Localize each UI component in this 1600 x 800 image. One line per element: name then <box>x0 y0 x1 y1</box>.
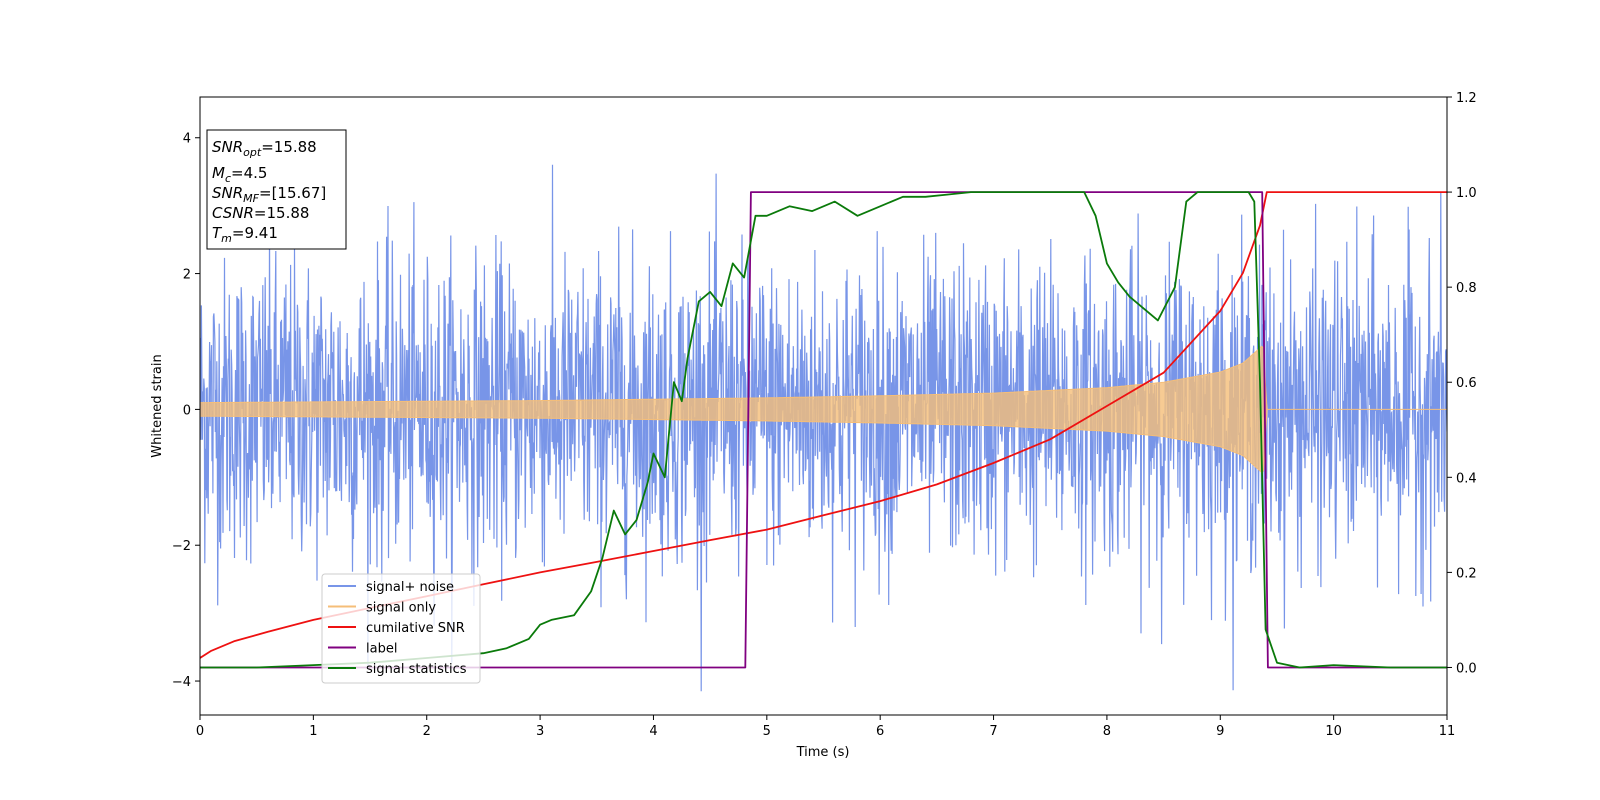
legend-label-signal-statistics: signal statistics <box>366 662 467 677</box>
y-tick-label: 4 <box>183 132 191 147</box>
x-tick-label: 3 <box>536 724 544 739</box>
legend-label-label: label <box>366 642 397 657</box>
legend-label-signal-noise: signal+ noise <box>366 580 454 595</box>
y-tick-label: −2 <box>172 539 191 554</box>
info-snr-mf: SNRMF=[15.67] <box>212 184 326 205</box>
info-box: SNRopt=15.88 Mc=4.5 SNRMF=[15.67] CSNR=1… <box>206 129 347 250</box>
y2-tick-label: 0.8 <box>1456 281 1477 296</box>
plot-frame <box>199 96 1448 716</box>
y2-tick-label: 0.6 <box>1456 376 1477 391</box>
series-cumilative-snr <box>200 191 1447 659</box>
y2-tick-label: 0.4 <box>1456 471 1477 486</box>
x-tick-label: 6 <box>876 724 884 739</box>
y-axis-label: Whitened strain <box>150 354 165 457</box>
x-tick-label: 11 <box>1439 724 1456 739</box>
series-layer <box>200 164 1447 692</box>
info-mc: Mc=4.5 <box>212 164 267 185</box>
x-tick-label: 7 <box>989 724 997 739</box>
x-tick-label: 0 <box>196 724 204 739</box>
legend: signal+ noise signal only cumilative SNR la… <box>321 573 481 684</box>
y-tick-label: 2 <box>183 268 191 283</box>
x-tick-label: 2 <box>423 724 431 739</box>
y2-tick-label: 0.0 <box>1456 661 1477 676</box>
x-axis: 0 1 2 3 4 5 6 7 8 9 10 11 <box>196 715 1455 739</box>
legend-label-signal-only: signal only <box>366 601 436 616</box>
x-tick-label: 10 <box>1325 724 1342 739</box>
x-tick-label: 4 <box>649 724 657 739</box>
info-csnr: CSNR=15.88 <box>212 204 309 222</box>
y2-tick-label: 1.0 <box>1456 186 1477 201</box>
x-tick-label: 8 <box>1103 724 1111 739</box>
series-signal-only <box>200 345 1447 474</box>
x-tick-label: 9 <box>1216 724 1224 739</box>
info-tm: Tm=9.41 <box>212 224 278 245</box>
y-axis-left: −4 −2 0 2 4 <box>172 132 200 690</box>
y2-tick-label: 0.2 <box>1456 566 1477 581</box>
y-tick-label: −4 <box>172 675 191 690</box>
x-axis-label: Time (s) <box>796 745 850 760</box>
x-tick-label: 5 <box>763 724 771 739</box>
y2-tick-label: 1.2 <box>1456 91 1477 106</box>
series-signal-statistics <box>200 191 1447 669</box>
info-snr-opt: SNRopt=15.88 <box>212 138 317 159</box>
legend-label-cumilative-snr: cumilative SNR <box>366 621 465 636</box>
y-axis-right: 0.0 0.2 0.4 0.6 0.8 1.0 1.2 <box>1447 91 1477 676</box>
legend-frame <box>321 573 481 684</box>
x-tick-label: 1 <box>309 724 317 739</box>
y-tick-label: 0 <box>183 403 191 418</box>
